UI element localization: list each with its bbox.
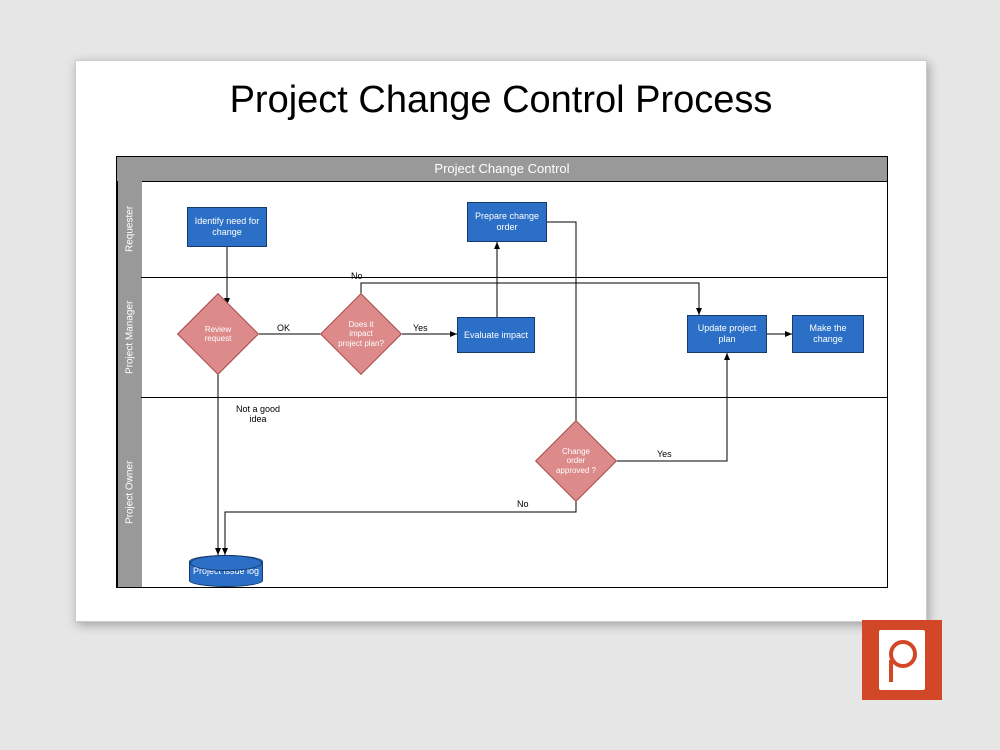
node-update-project-plan: Update project plan <box>687 315 767 353</box>
edge-label-not-good: Not a good idea <box>233 405 283 425</box>
edge-label-yes2: Yes <box>657 449 672 459</box>
node-approved-question: Change order approved ? <box>547 432 605 490</box>
node-evaluate-impact: Evaluate impact <box>457 317 535 353</box>
lane-separator <box>141 397 887 398</box>
slide-title: Project Change Control Process <box>76 79 926 122</box>
edge-label-ok: OK <box>277 323 290 333</box>
edge-label-yes1: Yes <box>413 323 428 333</box>
powerpoint-icon <box>862 620 942 700</box>
pool-header: Project Change Control <box>117 157 887 182</box>
lane-label-requester: Requester <box>117 181 142 277</box>
node-impact-question: Does it impact project plan? <box>332 305 390 363</box>
node-review-request: Review request <box>189 305 247 363</box>
edge-label-no2: No <box>517 499 529 509</box>
swimlane-pool: Project Change Control Requester Project… <box>116 156 888 588</box>
lane-separator <box>141 277 887 278</box>
lane-label-pm: Project Manager <box>117 277 142 397</box>
node-make-change: Make the change <box>792 315 864 353</box>
node-identify-need: Identify need for change <box>187 207 267 247</box>
node-issue-log: Project issue log <box>189 555 263 587</box>
slide-card: Project Change Control Process Project C… <box>75 60 927 622</box>
lane-label-owner: Project Owner <box>117 397 142 587</box>
edge-label-no1: No <box>351 271 363 281</box>
powerpoint-glyph <box>879 630 925 690</box>
node-prepare-change-order: Prepare change order <box>467 202 547 242</box>
